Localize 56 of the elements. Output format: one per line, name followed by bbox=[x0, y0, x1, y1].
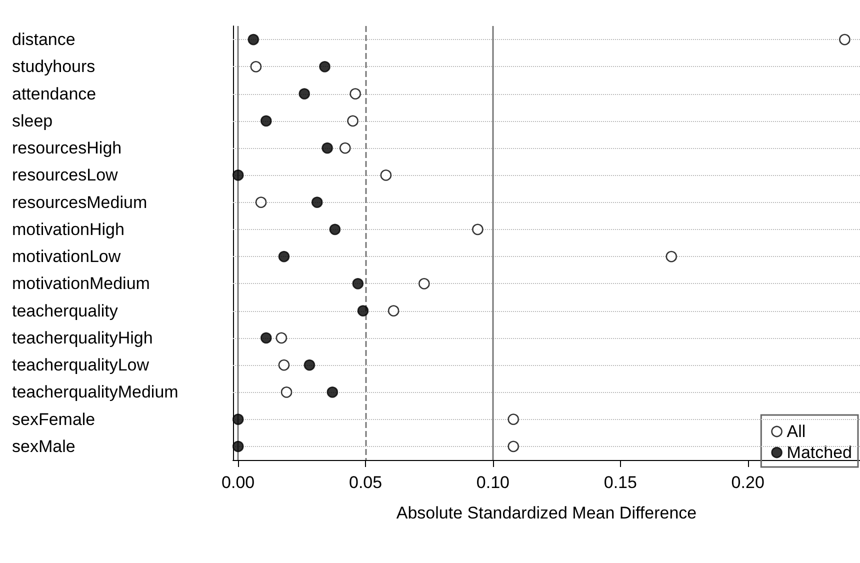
point bbox=[278, 359, 290, 371]
x-tick-label: 0.15 bbox=[604, 473, 637, 492]
y-tick-label: distance bbox=[12, 30, 76, 50]
point bbox=[248, 34, 260, 46]
point bbox=[250, 61, 262, 72]
point bbox=[232, 414, 244, 425]
point bbox=[322, 142, 333, 154]
point bbox=[350, 88, 361, 100]
point bbox=[340, 142, 351, 154]
y-tick-label: sexMale bbox=[12, 436, 76, 456]
point bbox=[255, 196, 267, 208]
point bbox=[418, 278, 430, 290]
point bbox=[380, 170, 392, 181]
x-axis-title: Absolute Standardized Mean Difference bbox=[396, 504, 697, 522]
point bbox=[311, 196, 323, 208]
x-tick-label: 0.05 bbox=[348, 473, 382, 492]
x-tick-label: 0.10 bbox=[476, 473, 510, 492]
point bbox=[666, 250, 678, 262]
point bbox=[260, 115, 272, 127]
point bbox=[319, 61, 330, 72]
y-tick-label: teacherqualityLow bbox=[12, 356, 150, 375]
y-tick-label: motivationMedium bbox=[12, 274, 150, 294]
point bbox=[472, 224, 484, 236]
y-tick-label: motivationHigh bbox=[12, 220, 124, 239]
point bbox=[276, 332, 288, 344]
point bbox=[388, 305, 400, 316]
point bbox=[326, 386, 338, 398]
point bbox=[508, 440, 520, 452]
y-tick-label: attendance bbox=[12, 84, 96, 104]
point bbox=[508, 414, 520, 425]
point bbox=[232, 440, 244, 452]
y-tick-label: resourcesMedium bbox=[12, 192, 148, 212]
y-tick-label: teacherquality bbox=[12, 301, 118, 320]
y-tick-label: sleep bbox=[12, 111, 53, 130]
y-tick-label: sexFemale bbox=[12, 410, 96, 429]
y-tick-label: teacherqualityMedium bbox=[12, 382, 178, 402]
point bbox=[357, 305, 369, 316]
x-tick-label: 0.00 bbox=[222, 473, 255, 492]
point bbox=[260, 332, 272, 344]
x-tick-label: 0.20 bbox=[731, 473, 764, 492]
y-tick-label: motivationLow bbox=[12, 247, 122, 266]
point bbox=[304, 359, 316, 371]
y-tick-label: resourcesLow bbox=[12, 166, 119, 185]
point bbox=[280, 386, 292, 398]
legend-label: Matched bbox=[786, 443, 852, 462]
point bbox=[347, 115, 358, 127]
y-tick-label: studyhours bbox=[12, 57, 96, 76]
legend-label: All bbox=[786, 422, 806, 441]
point bbox=[298, 88, 310, 100]
point bbox=[278, 250, 290, 262]
point bbox=[352, 278, 364, 290]
point bbox=[329, 224, 341, 236]
point bbox=[232, 170, 244, 181]
y-tick-label: teacherqualityHigh bbox=[12, 328, 153, 348]
point bbox=[839, 34, 850, 46]
y-tick-label: resourcesHigh bbox=[12, 138, 122, 158]
